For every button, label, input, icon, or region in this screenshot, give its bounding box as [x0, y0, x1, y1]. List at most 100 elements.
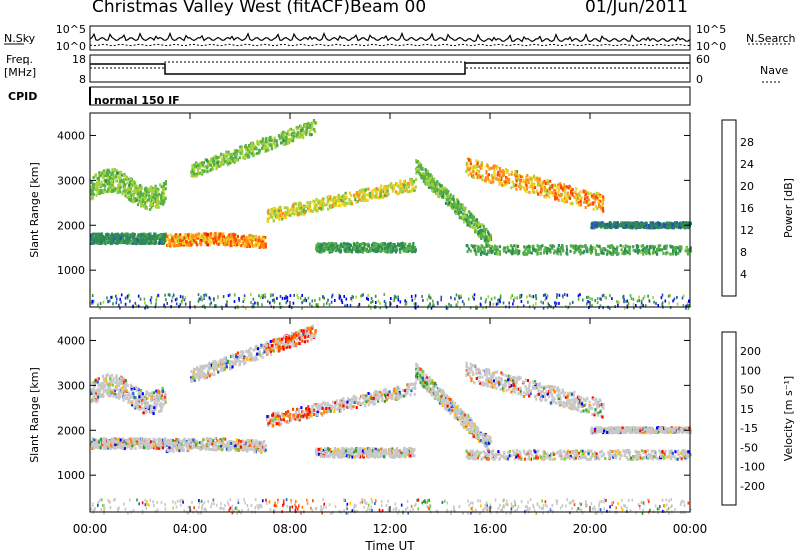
power-cell: [398, 190, 401, 194]
power-cell: [298, 207, 302, 210]
power-ground-cell: [535, 297, 538, 301]
power-cell: [662, 225, 665, 229]
power-cell: [143, 232, 146, 236]
power-cell: [543, 194, 546, 198]
power-ground-cell: [304, 297, 307, 301]
power-cell: [133, 180, 136, 183]
power-cell: [208, 240, 211, 244]
power-cell: [591, 246, 595, 250]
power-ground-cell: [116, 297, 118, 301]
power-cell: [554, 197, 557, 201]
power-cell: [665, 221, 668, 225]
power-cell: [530, 178, 533, 182]
power-ground-cell: [627, 302, 630, 306]
power-ground-cell: [554, 301, 556, 305]
power-cell: [608, 224, 611, 228]
power-cell: [615, 249, 618, 253]
power-cell: [560, 193, 564, 197]
power-cell: [230, 244, 233, 248]
power-cell: [240, 150, 243, 154]
power-cell: [436, 188, 439, 192]
power-ground-cell: [238, 297, 240, 300]
power-cell: [528, 185, 531, 189]
power-cell: [513, 250, 516, 254]
power-cell: [383, 242, 386, 246]
power-ground-cell: [149, 298, 152, 302]
power-ground-cell: [156, 295, 158, 299]
power-cell: [178, 241, 181, 245]
power-cell: [546, 191, 549, 195]
power-cell: [274, 145, 277, 149]
power-cell: [147, 187, 150, 191]
power-ground-cell: [467, 297, 470, 301]
power-cell: [546, 247, 549, 250]
power-ground-cell: [591, 303, 593, 307]
power-cell: [355, 249, 358, 253]
power-cell: [252, 237, 255, 241]
power-cell: [96, 232, 99, 236]
power-cell: [286, 130, 289, 134]
power-cell: [95, 193, 98, 197]
power-cell: [673, 248, 677, 252]
power-cell: [140, 241, 143, 245]
power-cell: [180, 239, 183, 243]
velocity-cell: [200, 369, 203, 373]
power-ground-cell: [661, 302, 663, 306]
noise-panel-frame: [89, 25, 691, 51]
power-cell: [311, 210, 314, 213]
power-ground-cell: [487, 295, 490, 299]
power-cell: [420, 175, 423, 179]
power-cell: [428, 183, 431, 187]
power-cell: [501, 174, 504, 178]
power-cell: [264, 244, 267, 248]
power-cell: [315, 206, 318, 210]
power-cell: [319, 242, 322, 246]
power-ground-cell: [448, 302, 450, 306]
power-cell: [199, 161, 202, 165]
power-cell: [106, 190, 109, 194]
power-cell: [472, 225, 475, 229]
power-cell: [298, 135, 301, 139]
power-cell: [374, 245, 377, 249]
power-cell: [586, 250, 589, 254]
power-cell: [341, 197, 345, 201]
power-ground-cell: [499, 296, 502, 300]
power-cell: [528, 248, 531, 252]
power-ground-cell: [436, 301, 439, 304]
power-ground-cell: [370, 297, 373, 300]
power-cell: [531, 176, 534, 180]
power-cell: [179, 242, 182, 246]
power-cell: [469, 213, 472, 217]
power-ground-cell: [129, 299, 131, 303]
power-cell: [192, 233, 195, 237]
power-cell: [486, 244, 489, 248]
power-cell: [233, 158, 236, 162]
power-cell: [206, 243, 209, 247]
power-ground-cell: [261, 303, 263, 307]
power-cell: [511, 250, 514, 254]
power-cell: [581, 245, 584, 248]
power-cell: [659, 244, 662, 248]
power-cell: [584, 189, 587, 193]
power-ground-cell: [374, 294, 377, 298]
power-cell: [132, 241, 135, 244]
power-ground-cell: [139, 297, 142, 301]
power-cell: [241, 239, 244, 243]
power-cell: [271, 143, 274, 147]
power-cell: [285, 210, 288, 214]
power-cell: [590, 194, 594, 198]
power-cell: [177, 240, 180, 244]
power-cell: [107, 176, 110, 180]
power-cell: [403, 185, 406, 189]
power-cell: [161, 187, 165, 191]
power-ground-cell: [493, 296, 496, 300]
velocity-cell: [470, 379, 473, 383]
power-cell: [220, 237, 223, 241]
power-ground-cell: [561, 294, 564, 298]
power-cell: [487, 177, 490, 181]
power-cell: [140, 185, 143, 189]
power-cell: [595, 191, 598, 195]
power-cell: [622, 221, 625, 225]
power-cell: [570, 191, 573, 195]
power-ground-cell: [528, 294, 531, 297]
